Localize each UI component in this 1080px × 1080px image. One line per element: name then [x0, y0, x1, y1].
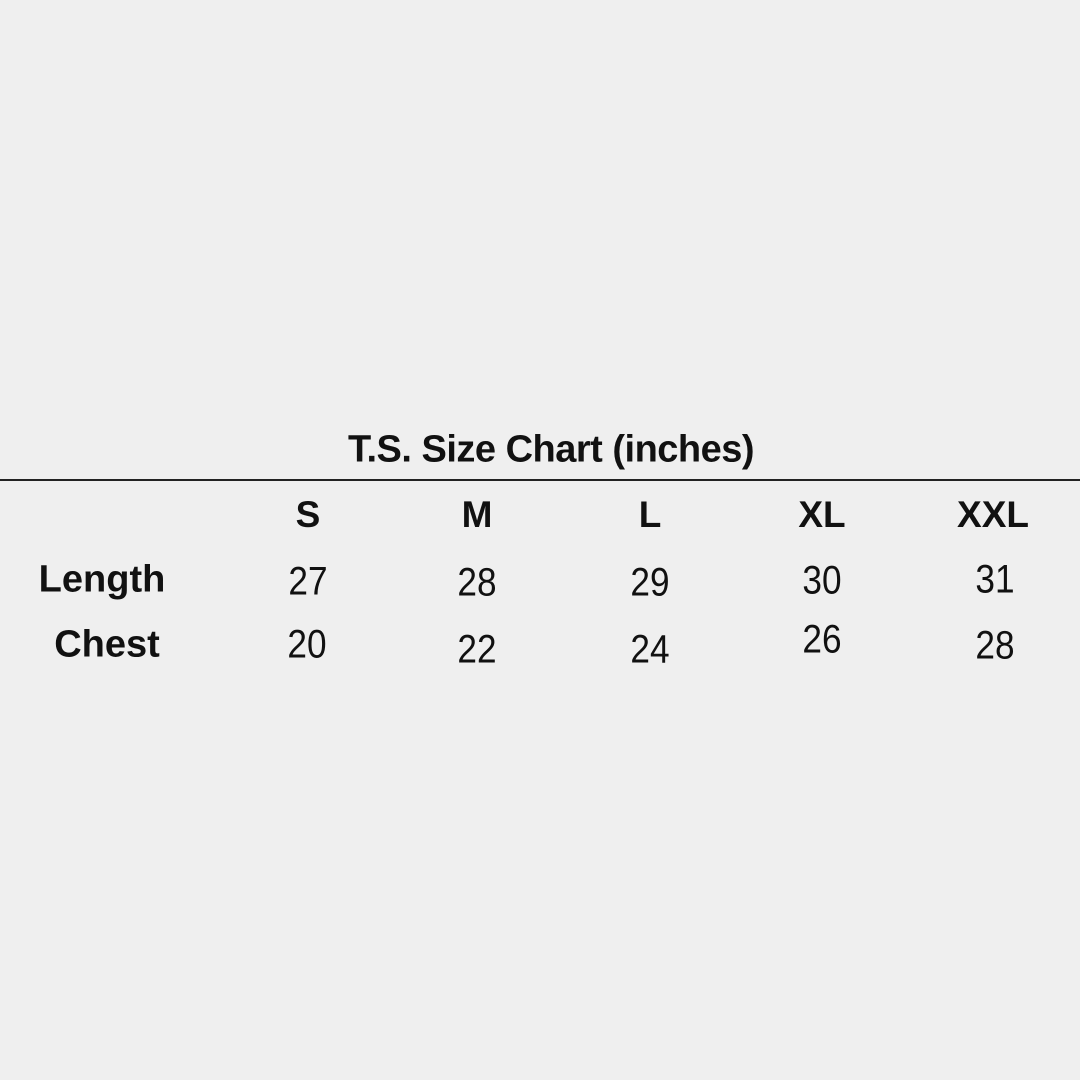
- chart-title: T.S. Size Chart (inches): [347, 428, 755, 471]
- row-label-length: Length: [38, 558, 166, 601]
- column-header-xxl: XXL: [957, 494, 1029, 535]
- cell-length-l: 29: [630, 560, 670, 605]
- cell-chest-s: 20: [287, 622, 327, 667]
- column-header-s: S: [295, 494, 321, 535]
- cell-length-m: 28: [457, 560, 497, 605]
- cell-chest-xl: 26: [802, 617, 842, 662]
- column-header-xl: XL: [798, 494, 846, 535]
- column-header-m: M: [461, 494, 493, 535]
- title-divider: [0, 479, 1080, 481]
- column-header-l: L: [638, 494, 662, 535]
- cell-length-xl: 30: [802, 558, 842, 603]
- row-label-chest: Chest: [54, 623, 160, 666]
- cell-chest-l: 24: [630, 627, 670, 672]
- cell-length-s: 27: [288, 559, 328, 604]
- cell-chest-m: 22: [457, 627, 497, 672]
- cell-length-xxl: 31: [975, 557, 1015, 602]
- cell-chest-xxl: 28: [975, 623, 1015, 668]
